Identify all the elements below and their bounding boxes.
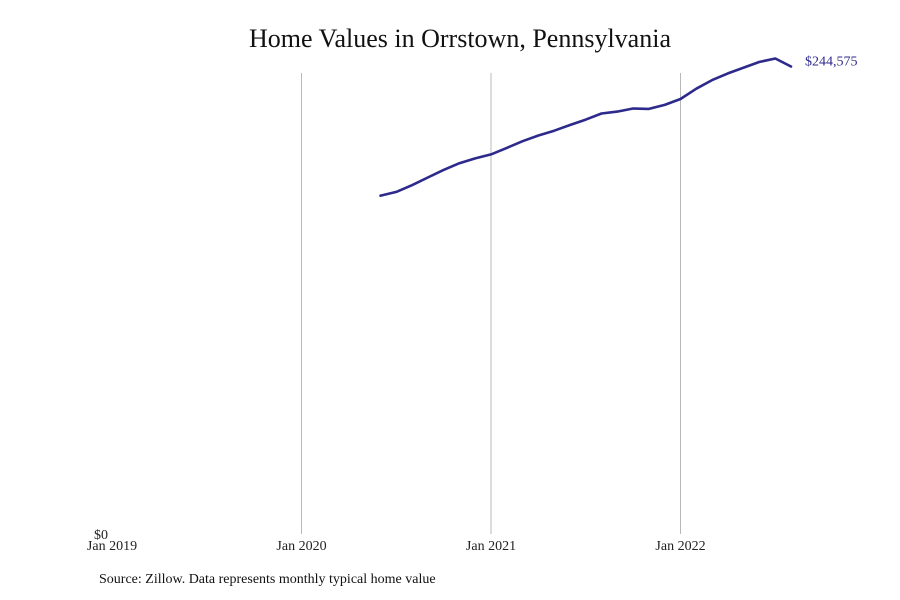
- chart-title: Home Values in Orrstown, Pennsylvania: [249, 24, 671, 53]
- x-tick-label: Jan 2022: [655, 539, 705, 554]
- series-layer: [379, 57, 793, 197]
- x-tick-label: Jan 2020: [276, 539, 326, 554]
- source-note: Source: Zillow. Data represents monthly …: [99, 572, 436, 587]
- end-label-layer: $244,575: [805, 55, 858, 70]
- x-tick-label: Jan 2019: [87, 539, 137, 554]
- y-axis-ticks: $0: [94, 528, 108, 543]
- end-value-label: $244,575: [805, 55, 858, 70]
- series-line-0: [379, 57, 793, 197]
- x-axis-ticks: Jan 2019 Jan 2020 Jan 2021 Jan 2022: [87, 539, 706, 554]
- y-tick-label: $0: [94, 528, 108, 543]
- gridlines: [301, 73, 681, 534]
- x-tick-label: Jan 2021: [466, 539, 516, 554]
